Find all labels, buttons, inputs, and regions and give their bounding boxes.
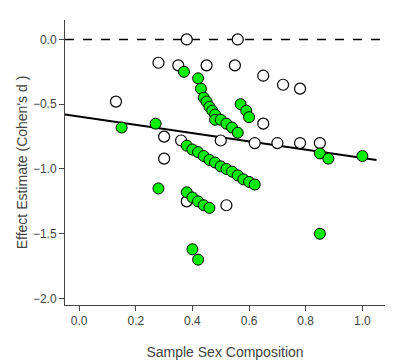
- svg-text:1.0: 1.0: [354, 314, 371, 328]
- svg-text:0.8: 0.8: [297, 314, 314, 328]
- svg-text:0.0: 0.0: [71, 314, 88, 328]
- svg-text:−0.5: −0.5: [33, 97, 57, 111]
- svg-text:0.4: 0.4: [184, 314, 201, 328]
- svg-text:Effect Estimate (Cohen's d ): Effect Estimate (Cohen's d ): [14, 76, 30, 250]
- svg-text:−1.5: −1.5: [33, 227, 57, 241]
- svg-text:0.2: 0.2: [127, 314, 144, 328]
- svg-text:−1.0: −1.0: [33, 162, 57, 176]
- svg-text:Sample Sex Composition: Sample Sex Composition: [146, 344, 303, 360]
- svg-text:0.6: 0.6: [241, 314, 258, 328]
- svg-text:−2.0: −2.0: [33, 292, 57, 306]
- svg-text:0.0: 0.0: [40, 33, 57, 47]
